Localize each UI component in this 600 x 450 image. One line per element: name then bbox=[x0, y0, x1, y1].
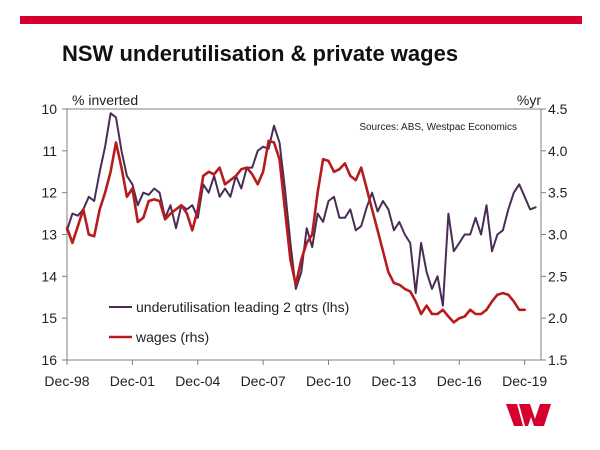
x-axis-tick-label: Dec-13 bbox=[371, 373, 416, 389]
x-axis-tick-label: Dec-98 bbox=[44, 373, 89, 389]
right-axis-tick-label: 4.5 bbox=[548, 101, 568, 117]
left-axis-tick-label: 15 bbox=[41, 310, 57, 326]
westpac-w-logo bbox=[506, 404, 551, 426]
right-axis-label: %yr bbox=[517, 92, 541, 108]
left-axis-tick-label: 11 bbox=[42, 143, 57, 159]
right-axis-tick-label: 4.0 bbox=[548, 143, 568, 159]
x-axis-tick-label: Dec-07 bbox=[241, 373, 286, 389]
right-axis-tick-label: 2.0 bbox=[548, 310, 568, 326]
page-title: NSW underutilisation & private wages bbox=[62, 41, 459, 66]
legend-label: wages (rhs) bbox=[135, 329, 209, 345]
left-axis-tick-label: 16 bbox=[41, 352, 57, 368]
source-note: Sources: ABS, Westpac Economics bbox=[359, 122, 517, 133]
series-line-wages bbox=[65, 139, 527, 324]
x-axis-tick-label: Dec-16 bbox=[437, 373, 482, 389]
x-axis-tick-label: Dec-04 bbox=[175, 373, 220, 389]
left-axis-tick-label: 10 bbox=[41, 101, 57, 117]
top-accent-bar bbox=[20, 16, 582, 24]
x-axis-tick-label: Dec-01 bbox=[110, 373, 155, 389]
left-axis-label: % inverted bbox=[72, 92, 138, 108]
right-axis-tick-label: 3.5 bbox=[548, 185, 568, 201]
left-axis-tick-label: 12 bbox=[41, 185, 57, 201]
right-axis-tick-label: 2.5 bbox=[548, 268, 568, 284]
x-axis-tick-label: Dec-19 bbox=[502, 373, 547, 389]
right-axis-tick-label: 3.0 bbox=[548, 227, 568, 243]
left-axis-tick-label: 13 bbox=[41, 227, 57, 243]
right-axis-tick-label: 1.5 bbox=[548, 352, 568, 368]
x-axis-tick-label: Dec-10 bbox=[306, 373, 351, 389]
series-line-underutilisation bbox=[66, 112, 537, 307]
left-axis-tick-label: 14 bbox=[41, 268, 57, 284]
legend-label: underutilisation leading 2 qtrs (lhs) bbox=[136, 299, 349, 315]
